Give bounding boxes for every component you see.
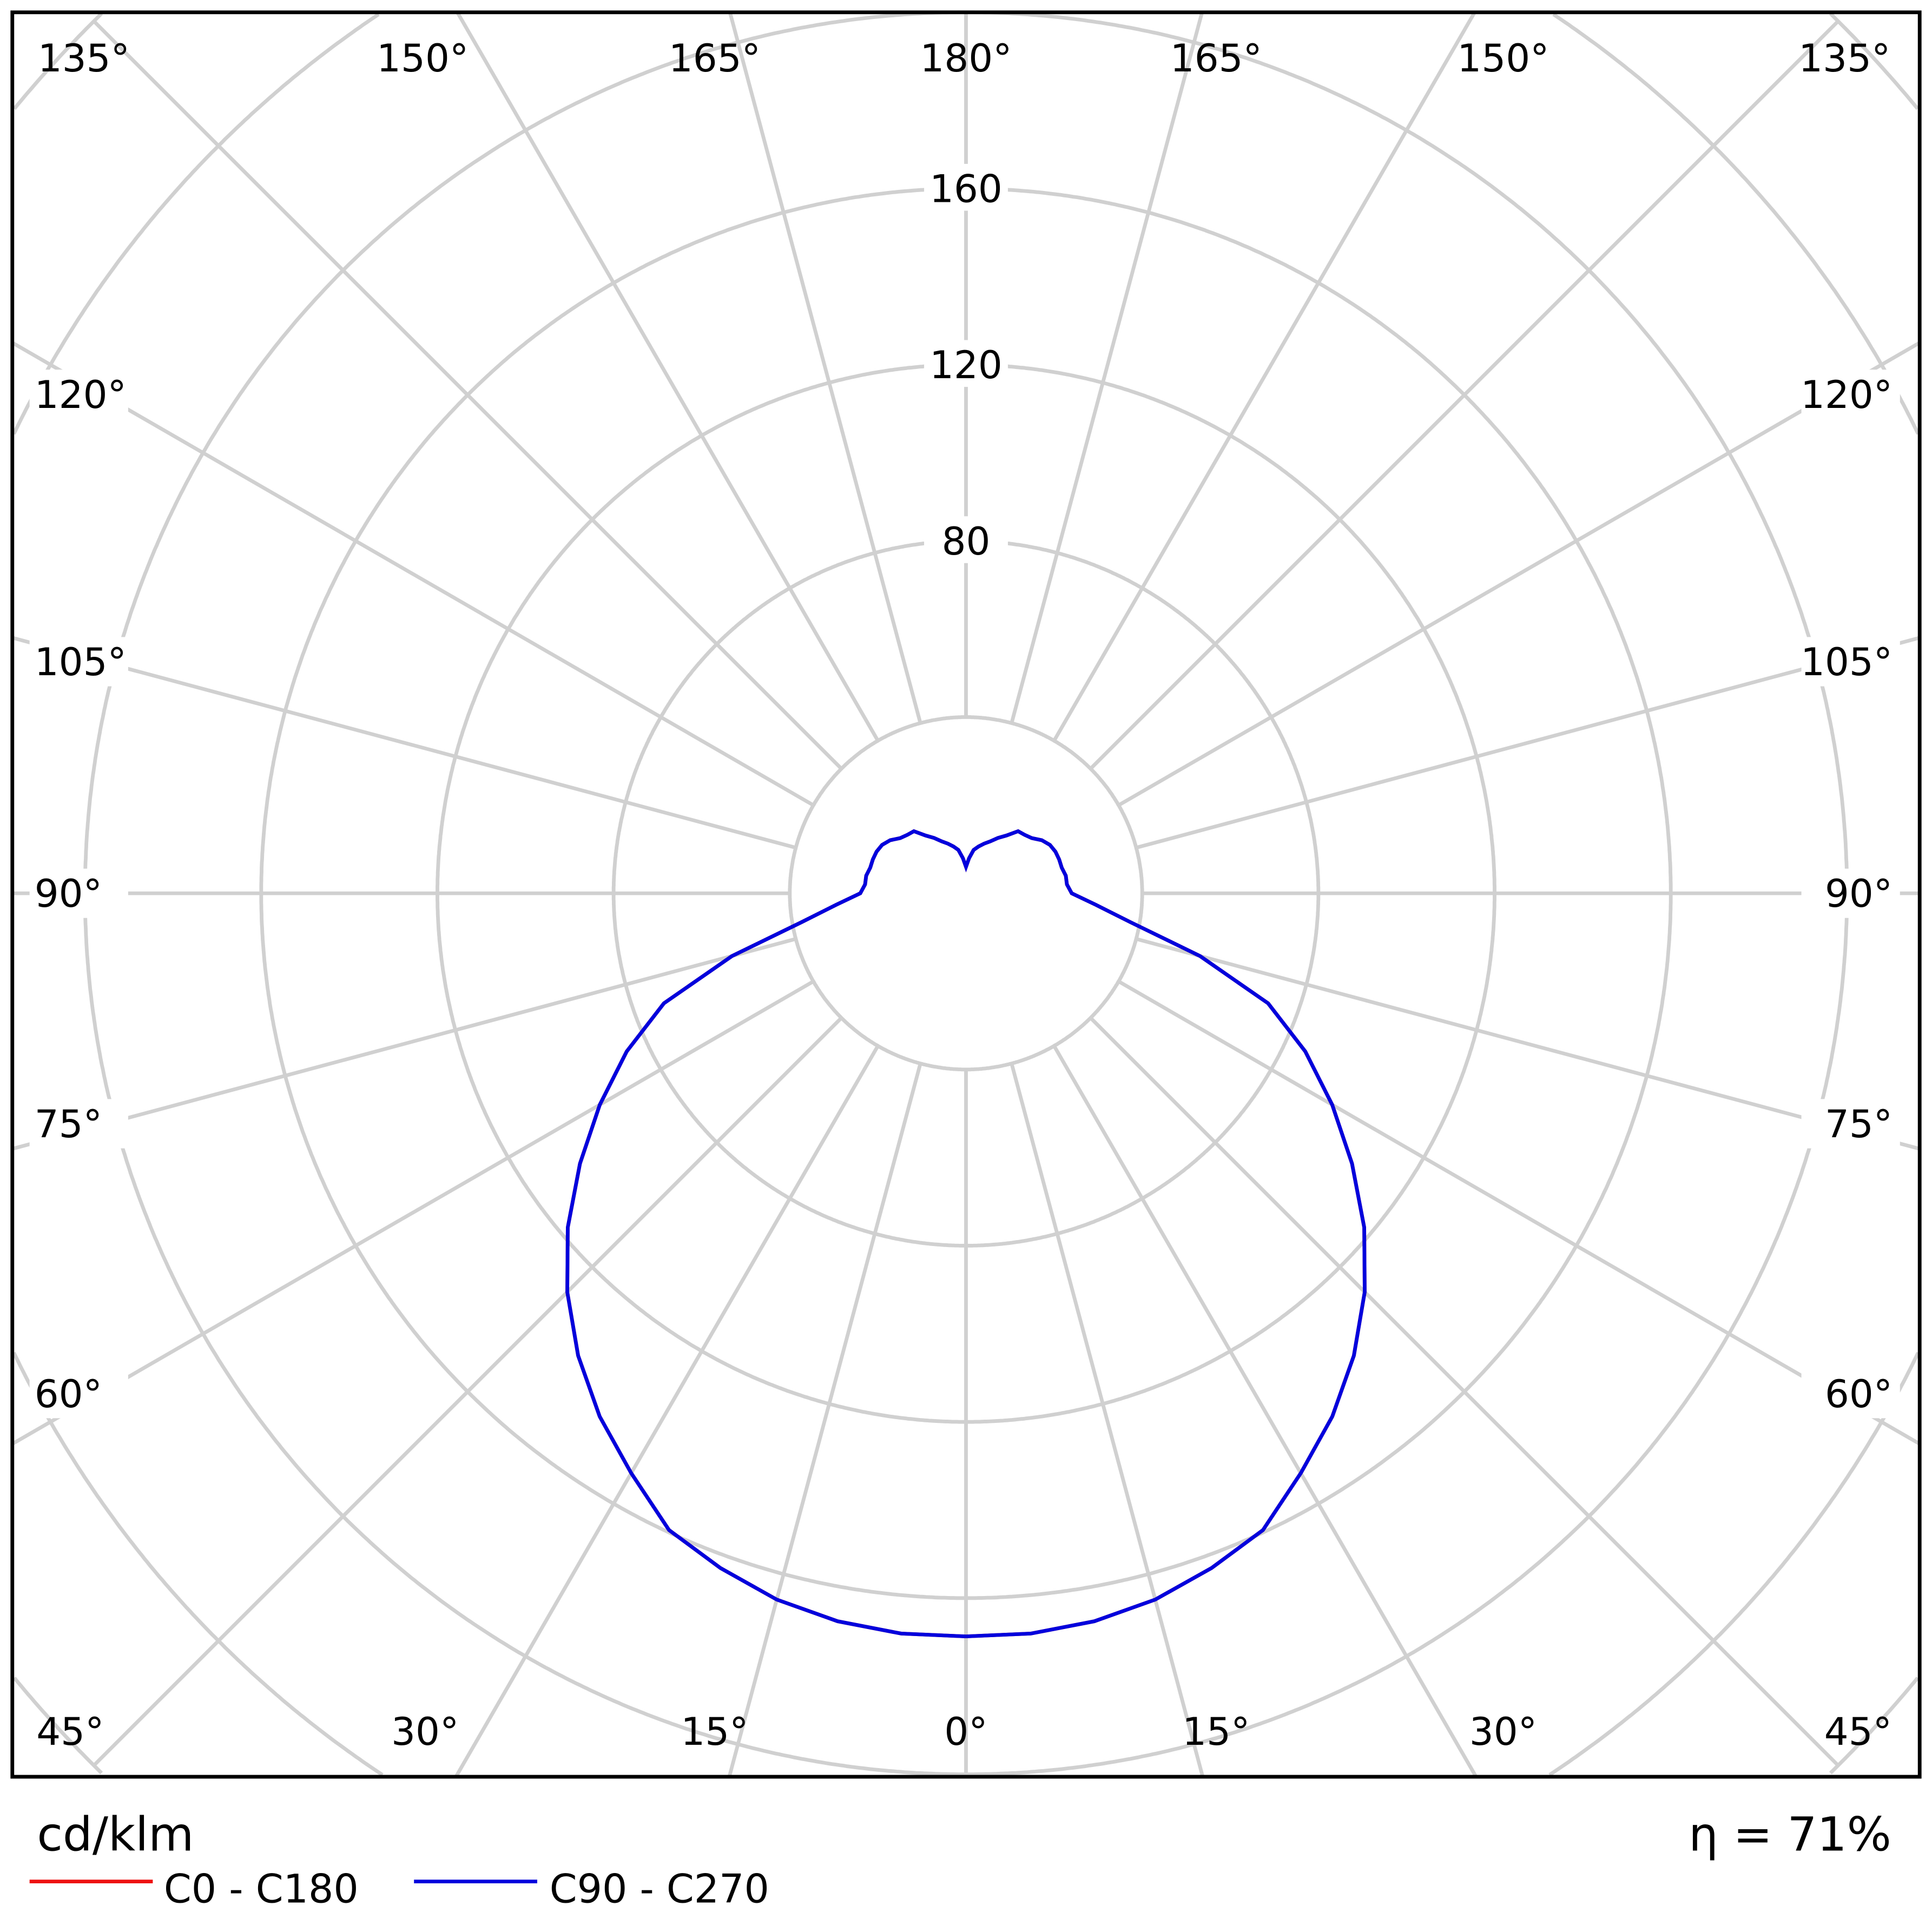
polar-grid — [11, 10, 1921, 1778]
angle-label-top: 150° — [1457, 36, 1549, 81]
grid-spoke — [728, 11, 922, 724]
angle-label-right: 90° — [1825, 871, 1893, 916]
angle-label-right: 75° — [1825, 1102, 1893, 1146]
grid-spoke — [93, 19, 843, 770]
plot-frame — [10, 10, 1922, 1779]
grid-spoke — [1052, 11, 1476, 742]
angle-label-left: 60° — [35, 1371, 102, 1416]
angle-label-left: 90° — [35, 871, 102, 916]
angle-label-bg — [1801, 868, 1900, 918]
angle-label-bottom: 45° — [1824, 1709, 1892, 1754]
angle-label-bottom: 45° — [36, 1709, 104, 1754]
angle-label-bg — [29, 637, 128, 687]
angle-label-bottom: 30° — [391, 1709, 459, 1754]
grid-spoke — [93, 1017, 843, 1767]
legend-label-c90: C90 - C270 — [550, 1866, 769, 1912]
angle-label-top: 180° — [920, 36, 1012, 81]
grid-ring — [12, 12, 1920, 1777]
radial-tick-bg — [924, 340, 1008, 387]
grid-spoke — [1089, 1017, 1839, 1767]
grid-spoke — [1010, 11, 1204, 724]
grid-spoke — [11, 341, 815, 807]
angle-label-left: 105° — [35, 639, 127, 684]
grid-spoke — [1117, 980, 1921, 1446]
radial-tick-bg — [924, 516, 1008, 563]
angle-label-left: 120° — [35, 372, 127, 417]
radial-tick-label: 120 — [929, 342, 1003, 387]
curves — [565, 829, 1367, 1639]
grid-spoke — [727, 1063, 922, 1777]
grid-spoke — [456, 11, 880, 742]
unit-label: cd/klm — [37, 1808, 194, 1862]
legend-label-c0: C0 - C180 — [164, 1866, 359, 1912]
grid-spoke — [11, 937, 796, 1151]
radial-tick-label: 80 — [942, 519, 991, 564]
grid-spoke — [1136, 636, 1921, 850]
efficiency-label: η = 71% — [1689, 1808, 1891, 1862]
radial-tick-label: 160 — [929, 166, 1003, 211]
angle-label-top: 135° — [1798, 36, 1890, 81]
curve-c90-c270 — [565, 829, 1367, 1639]
grid-spoke — [11, 636, 796, 850]
grid-ring — [788, 715, 1144, 1072]
grid-spoke — [1089, 19, 1839, 770]
grid-spoke — [1136, 937, 1921, 1151]
angle-label-bottom: 0° — [944, 1709, 987, 1754]
angle-labels: 135° 150° 165° 180° 165° 150° 135° 45° 30° 15° 0° 1… — [29, 36, 1900, 1754]
radial-tick-labels: 80 120 160 — [924, 163, 1008, 564]
grid-spoke — [1117, 341, 1921, 807]
angle-label-bottom: 30° — [1469, 1709, 1537, 1754]
radial-tick-bg — [924, 163, 1008, 211]
angle-label-right: 60° — [1825, 1371, 1893, 1416]
grid-spoke — [11, 980, 815, 1446]
angle-label-bottom: 15° — [1182, 1709, 1250, 1754]
angle-label-bg — [1801, 1369, 1900, 1419]
angle-label-bg — [29, 868, 128, 918]
angle-label-right: 105° — [1801, 639, 1893, 684]
angle-label-top: 165° — [1170, 36, 1262, 81]
angle-label-top: 135° — [38, 36, 130, 81]
angle-label-top: 150° — [377, 36, 469, 81]
angle-label-bg — [29, 370, 128, 419]
grid-spoke — [1052, 1045, 1478, 1778]
angle-label-left: 75° — [35, 1102, 102, 1146]
angle-label-bg — [1801, 370, 1900, 419]
grid-ring — [12, 12, 1920, 1775]
angle-label-right: 120° — [1801, 372, 1893, 417]
angle-label-bg — [29, 1099, 128, 1149]
grid-spoke — [1010, 1063, 1205, 1777]
angle-label-bg — [1801, 637, 1900, 687]
angle-label-bg — [1801, 1099, 1900, 1149]
angle-label-top: 165° — [669, 36, 761, 81]
legend: C0 - C180 C90 - C270 — [29, 1866, 769, 1912]
angle-label-bottom: 15° — [681, 1709, 748, 1754]
grid-spoke — [454, 1045, 880, 1778]
angle-label-bg — [29, 1369, 128, 1419]
